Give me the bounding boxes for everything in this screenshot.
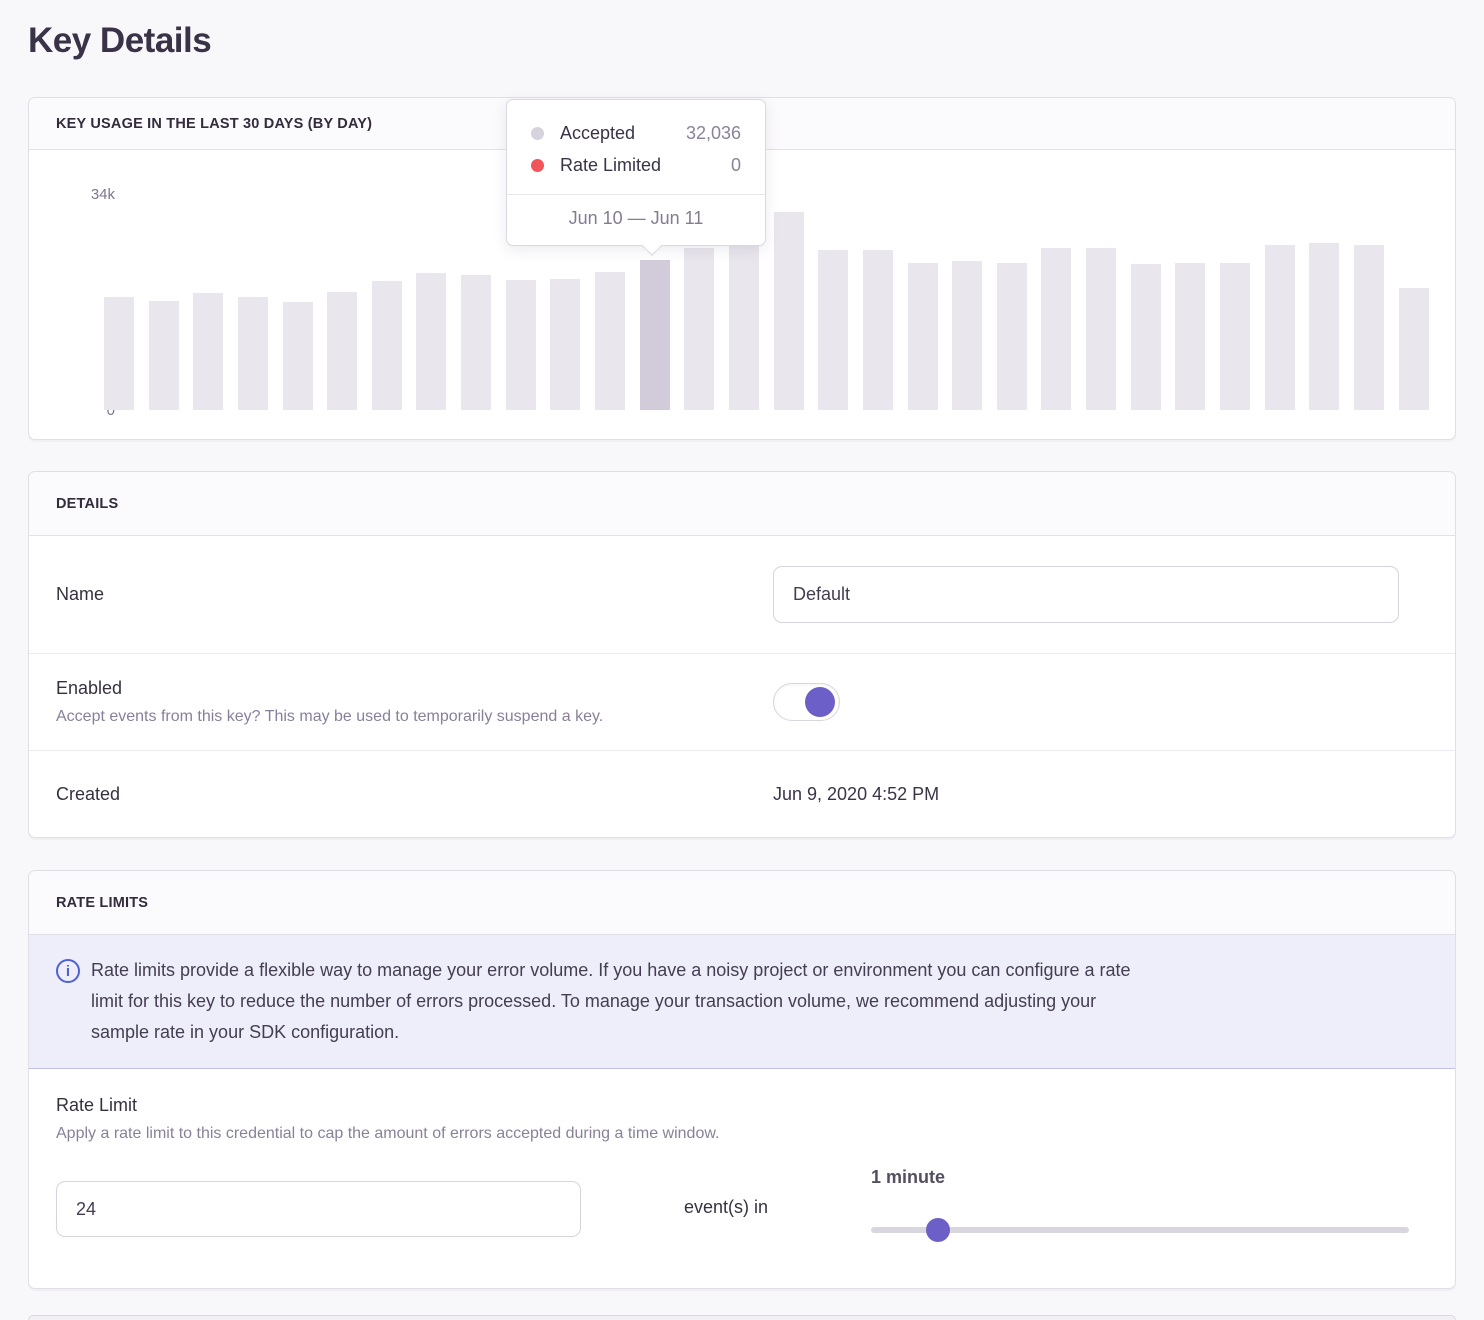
- bar[interactable]: [1086, 248, 1117, 410]
- accepted-dot-icon: [531, 126, 544, 140]
- alert-line-1: Rate limits provide a flexible way to ma…: [91, 960, 1131, 980]
- window-label: 1 minute: [871, 1167, 946, 1187]
- bar[interactable]: [1398, 288, 1429, 410]
- bar[interactable]: [862, 250, 893, 410]
- page-content: Key Details KEY USAGE IN THE LAST 30 DAY…: [0, 21, 1484, 1289]
- bar[interactable]: [595, 272, 626, 410]
- enabled-toggle-knob: [805, 687, 835, 717]
- bar[interactable]: [371, 281, 402, 410]
- bar[interactable]: [1309, 243, 1340, 410]
- bar[interactable]: [327, 292, 358, 410]
- details-panel-header: DETAILS: [29, 472, 1455, 536]
- name-label: Name: [56, 584, 105, 604]
- bar[interactable]: [818, 250, 849, 410]
- bar[interactable]: [907, 263, 938, 410]
- page-title: Key Details: [28, 21, 212, 60]
- bar[interactable]: [148, 301, 179, 410]
- rate-limit-controls: event(s) in 1 minute: [56, 1167, 1409, 1242]
- events-in-text: event(s) in: [683, 1197, 769, 1217]
- created-row: Created Jun 9, 2020 4:52 PM: [29, 751, 1455, 837]
- tooltip-accepted-label: Accepted: [560, 122, 636, 143]
- rate-limits-panel: RATE LIMITS i Rate limits provide a flex…: [28, 870, 1456, 1289]
- rate-limit-label: Rate Limit: [56, 1095, 138, 1115]
- key-usage-chart: 34k 0: [29, 150, 1455, 439]
- tooltip-rate-limited-label: Rate Limited: [560, 154, 662, 175]
- name-row: Name: [29, 536, 1455, 654]
- enabled-description: Accept events from this key? This may be…: [56, 708, 604, 725]
- bar[interactable]: [237, 297, 268, 410]
- bar[interactable]: [416, 273, 447, 410]
- y-axis-max-label: 34k: [90, 186, 115, 203]
- bar[interactable]: [996, 263, 1027, 410]
- bar-hovered[interactable]: [639, 260, 670, 410]
- bars: [104, 194, 1429, 410]
- bar[interactable]: [1041, 248, 1072, 410]
- rate-limit-section: Rate Limit Apply a rate limit to this cr…: [29, 1069, 1455, 1288]
- created-value: Jun 9, 2020 4:52 PM: [773, 783, 940, 804]
- created-label: Created: [56, 783, 121, 804]
- alert-line-3: sample rate in your SDK configuration.: [91, 1022, 400, 1042]
- bar[interactable]: [1175, 263, 1206, 410]
- tooltip-divider: [507, 194, 765, 195]
- bar[interactable]: [104, 297, 134, 410]
- bar[interactable]: [773, 212, 804, 410]
- slider-knob[interactable]: [926, 1218, 951, 1242]
- bar[interactable]: [684, 248, 715, 410]
- tooltip-date-range: Jun 10 — Jun 11: [568, 208, 704, 228]
- bar[interactable]: [952, 261, 983, 410]
- rate-limited-dot-icon: [531, 158, 544, 172]
- rate-limits-panel-header: RATE LIMITS: [29, 871, 1455, 935]
- chart-tooltip: Accepted 32,036 Rate Limited 0 Jun 10 — …: [506, 99, 766, 256]
- bar[interactable]: [282, 302, 313, 410]
- bar[interactable]: [1220, 263, 1251, 410]
- bar[interactable]: [728, 245, 759, 410]
- rate-limit-window-slider-block: 1 minute: [871, 1167, 1409, 1242]
- tooltip-accepted-value: 32,036: [685, 122, 741, 143]
- alert-line-2: limit for this key to reduce the number …: [91, 991, 1097, 1011]
- rate-limit-description: Apply a rate limit to this credential to…: [56, 1125, 720, 1142]
- enabled-toggle[interactable]: [773, 683, 840, 721]
- tooltip-row-rate-limited: Rate Limited 0: [531, 149, 741, 181]
- name-input[interactable]: [773, 566, 1399, 623]
- slider-track[interactable]: [871, 1227, 1409, 1233]
- bar[interactable]: [1353, 245, 1384, 410]
- bar[interactable]: [505, 280, 536, 410]
- tooltip-rate-limited-value: 0: [730, 154, 741, 175]
- rate-limits-alert-text: Rate limits provide a flexible way to ma…: [91, 955, 1131, 1048]
- bar[interactable]: [550, 279, 581, 410]
- bar[interactable]: [193, 293, 224, 410]
- rate-limits-alert: i Rate limits provide a flexible way to …: [29, 935, 1455, 1069]
- info-icon: i: [56, 959, 80, 983]
- y-axis-min-label: 0: [106, 402, 115, 419]
- window-slider[interactable]: [871, 1218, 1409, 1242]
- bar[interactable]: [1264, 245, 1295, 410]
- next-panel-top-edge: [28, 1315, 1456, 1320]
- key-usage-panel: KEY USAGE IN THE LAST 30 DAYS (BY DAY) 3…: [28, 97, 1456, 440]
- enabled-row: Enabled Accept events from this key? Thi…: [29, 654, 1455, 751]
- rate-limit-count-input[interactable]: [56, 1181, 581, 1237]
- bar[interactable]: [461, 275, 492, 410]
- details-panel: DETAILS Name Enabled Accept events from …: [28, 471, 1456, 838]
- tooltip-row-accepted: Accepted 32,036: [531, 117, 741, 149]
- bar[interactable]: [1130, 264, 1161, 410]
- tooltip-rows: Accepted 32,036 Rate Limited 0: [507, 100, 765, 185]
- enabled-label: Enabled: [56, 678, 123, 698]
